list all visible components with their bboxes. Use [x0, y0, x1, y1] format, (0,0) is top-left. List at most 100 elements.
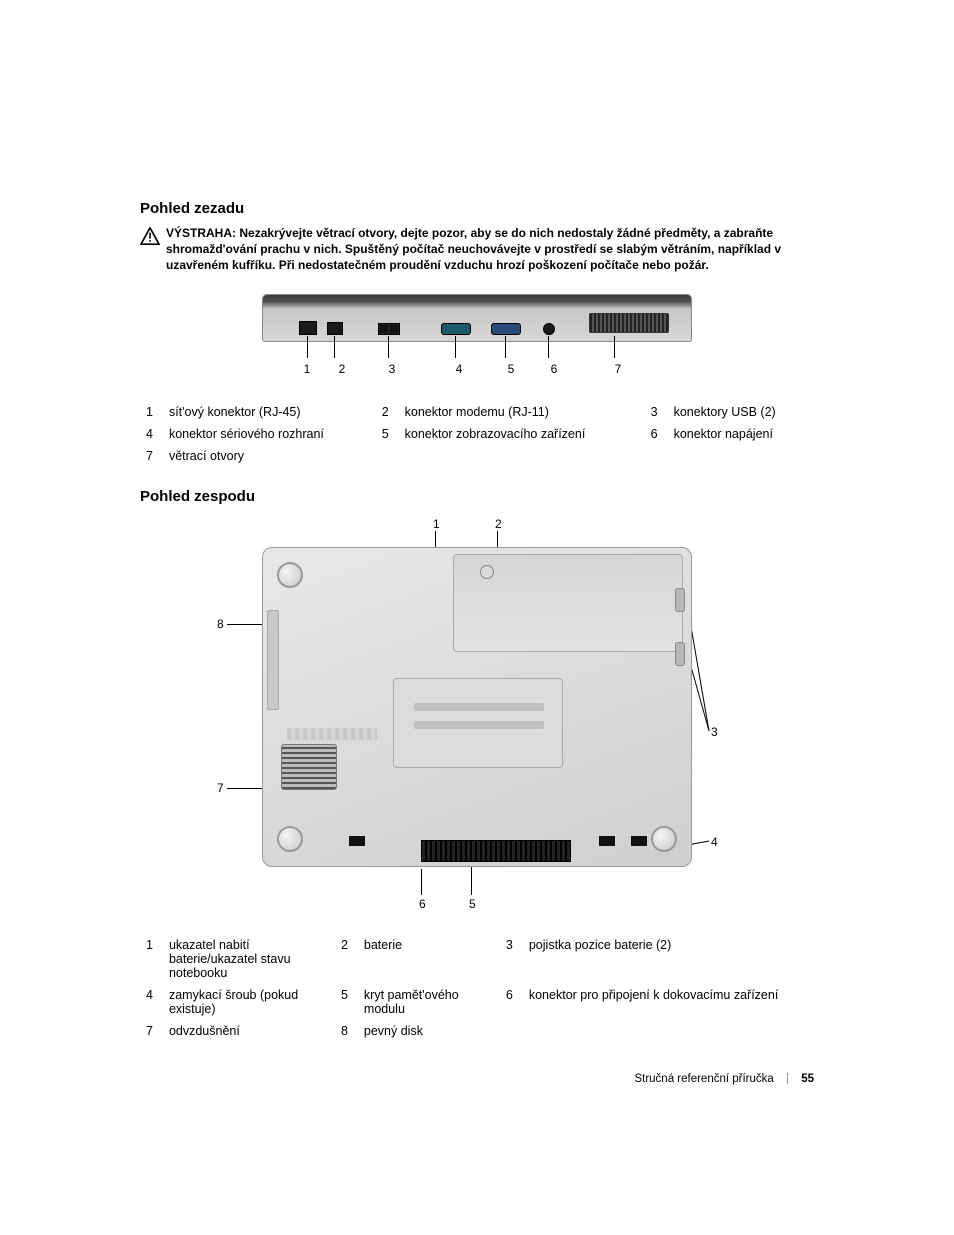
- page-content: Pohled zezadu VÝSTRAHA: Nezakrývejte vět…: [0, 0, 954, 1043]
- port-power: [543, 323, 555, 335]
- callout-line: [614, 336, 615, 358]
- regulatory-label: [287, 728, 377, 740]
- bottom-callout-4: 4: [711, 835, 718, 849]
- rear-callout-4: 4: [456, 362, 463, 376]
- legend-num: 3: [647, 402, 668, 422]
- callout-line: [421, 869, 422, 895]
- bottom-tab: [349, 836, 365, 846]
- table-row: 1 sít'ový konektor (RJ-45) 2 konektor mo…: [142, 402, 812, 422]
- battery-indicator: [480, 565, 494, 579]
- memory-cover: [393, 678, 563, 768]
- table-row: 7 odvzdušnění 8 pevný disk: [142, 1021, 812, 1041]
- battery-latch: [675, 588, 685, 612]
- callout-line: [455, 336, 456, 358]
- legend-label: odvzdušnění: [165, 1021, 335, 1041]
- battery-bay: [453, 554, 683, 652]
- port-usb: [378, 323, 400, 335]
- callout-line: [388, 336, 389, 358]
- legend-num: 7: [142, 1021, 163, 1041]
- page-number: 55: [801, 1073, 814, 1085]
- legend-label: pojistka pozice baterie (2): [525, 935, 812, 983]
- bottom-heading: Pohled zespodu: [140, 488, 814, 505]
- memory-slot-line: [414, 703, 544, 711]
- legend-num: 5: [337, 985, 358, 1019]
- legend-label: konektor sériového rozhraní: [165, 424, 376, 444]
- rear-heading: Pohled zezadu: [140, 200, 814, 217]
- rear-legend-table: 1 sít'ový konektor (RJ-45) 2 konektor mo…: [140, 400, 814, 468]
- callout-line: [307, 336, 308, 358]
- table-row: 1 ukazatel nabití baterie/ukazatel stavu…: [142, 935, 812, 983]
- legend-label: větrací otvory: [165, 446, 376, 466]
- warning-icon: [140, 227, 160, 245]
- warning-text-wrapper: VÝSTRAHA: Nezakrývejte větrací otvory, d…: [166, 225, 814, 274]
- bottom-tab: [599, 836, 615, 846]
- legend-num: 4: [142, 985, 163, 1019]
- bottom-callout-7: 7: [217, 781, 224, 795]
- bottom-callout-3: 3: [711, 725, 718, 739]
- bottom-tab: [631, 836, 647, 846]
- bottom-callout-8: 8: [217, 617, 224, 631]
- legend-label: pevný disk: [360, 1021, 500, 1041]
- legend-num: 2: [378, 402, 399, 422]
- legend-label: baterie: [360, 935, 500, 983]
- legend-num: 5: [378, 424, 399, 444]
- port-vent: [589, 313, 669, 333]
- port-rj45: [299, 321, 317, 335]
- legend-num: 7: [142, 446, 163, 466]
- legend-label: konektor pro připojení k dokovacímu zaří…: [525, 985, 812, 1019]
- vent-bottom: [281, 744, 337, 790]
- bottom-callout-5: 5: [469, 897, 476, 911]
- warning-body: Nezakrývejte větrací otvory, dejte pozor…: [166, 226, 781, 272]
- callout-line: [227, 624, 265, 625]
- footer-divider: [787, 1073, 788, 1084]
- bottom-diagram: 1 2 8 7 3 4 6 5: [217, 517, 737, 917]
- port-serial: [441, 323, 471, 335]
- table-row: 4 konektor sériového rozhraní 5 konektor…: [142, 424, 812, 444]
- legend-num: 6: [647, 424, 668, 444]
- rear-callout-2: 2: [339, 362, 346, 376]
- bottom-callout-1: 1: [433, 517, 440, 531]
- legend-label: zamykací šroub (pokud existuje): [165, 985, 335, 1019]
- rear-callout-6: 6: [551, 362, 558, 376]
- hdd-bay: [267, 610, 279, 710]
- callout-line: [548, 336, 549, 358]
- legend-label: konektor napájení: [670, 424, 812, 444]
- rubber-foot: [651, 826, 677, 852]
- bottom-callout-6: 6: [419, 897, 426, 911]
- footer-text: Stručná referenční příručka: [634, 1073, 773, 1085]
- legend-num: 1: [142, 935, 163, 983]
- page-footer: Stručná referenční příručka 55: [634, 1073, 814, 1085]
- rear-callout-1: 1: [304, 362, 311, 376]
- legend-label: konektor zobrazovacího zařízení: [401, 424, 645, 444]
- warning-label: VÝSTRAHA:: [166, 226, 236, 240]
- port-rj11: [327, 322, 343, 335]
- legend-num: 2: [337, 935, 358, 983]
- legend-num: 3: [502, 935, 523, 983]
- rear-diagram: 1 2 3 4 5 6 7: [262, 294, 692, 384]
- legend-num: 1: [142, 402, 163, 422]
- rubber-foot: [277, 826, 303, 852]
- rear-callout-5: 5: [508, 362, 515, 376]
- table-row: 7 větrací otvory: [142, 446, 812, 466]
- legend-num: 8: [337, 1021, 358, 1041]
- table-row: 4 zamykací šroub (pokud existuje) 5 kryt…: [142, 985, 812, 1019]
- callout-line: [334, 336, 335, 358]
- legend-label: konektory USB (2): [670, 402, 812, 422]
- laptop-rear-body: [262, 294, 692, 342]
- rear-callout-3: 3: [389, 362, 396, 376]
- bottom-legend-table: 1 ukazatel nabití baterie/ukazatel stavu…: [140, 933, 814, 1043]
- dock-connector: [421, 840, 571, 862]
- memory-slot-line: [414, 721, 544, 729]
- battery-latch: [675, 642, 685, 666]
- legend-label: konektor modemu (RJ-11): [401, 402, 645, 422]
- legend-label: kryt pamět'ového modulu: [360, 985, 500, 1019]
- rubber-foot: [277, 562, 303, 588]
- port-video: [491, 323, 521, 335]
- legend-num: 4: [142, 424, 163, 444]
- legend-label: ukazatel nabití baterie/ukazatel stavu n…: [165, 935, 335, 983]
- bottom-callout-2: 2: [495, 517, 502, 531]
- callout-line: [505, 336, 506, 358]
- laptop-bottom-body: [262, 547, 692, 867]
- rear-callout-7: 7: [615, 362, 622, 376]
- legend-num: 6: [502, 985, 523, 1019]
